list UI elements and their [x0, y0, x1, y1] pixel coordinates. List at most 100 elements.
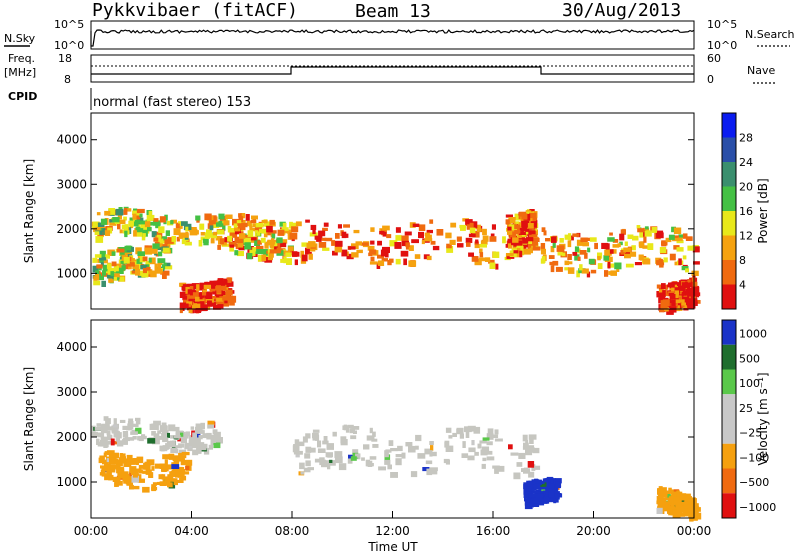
- scatter-cell: [196, 427, 202, 431]
- scatter-cell: [529, 247, 533, 254]
- scatter-cell: [305, 433, 311, 439]
- colorbar-tick-label: 8: [739, 254, 746, 267]
- scatter-cell: [238, 245, 245, 251]
- power-ylabel: Slant Range [km]: [22, 159, 36, 263]
- scatter-cell: [158, 226, 165, 234]
- scatter-cell: [184, 443, 189, 450]
- colorbar-segment: [722, 443, 736, 469]
- scatter-cell: [418, 231, 424, 239]
- scatter-cell: [164, 270, 170, 276]
- scatter-cell: [256, 245, 264, 252]
- scatter-cell: [637, 228, 645, 233]
- scatter-cell: [100, 424, 107, 431]
- scatter-cell: [281, 239, 288, 244]
- scatter-cell: [528, 498, 536, 504]
- scatter-cell: [378, 260, 385, 266]
- scatter-cell: [668, 234, 675, 240]
- scatter-cell: [505, 244, 510, 248]
- scatter-cell: [205, 282, 211, 288]
- scatter-cell: [267, 239, 276, 245]
- scatter-cell: [229, 246, 234, 252]
- scatter-cell: [488, 259, 495, 264]
- scatter-cell: [430, 451, 437, 457]
- scatter-cell: [234, 236, 242, 244]
- scatter-cell: [326, 443, 334, 450]
- scatter-cell: [167, 237, 174, 244]
- scatter-cell: [207, 424, 215, 429]
- scatter-cell: [110, 438, 115, 446]
- scatter-cell: [287, 230, 291, 234]
- scatter-cell: [574, 254, 580, 261]
- scatter-cell: [656, 507, 663, 514]
- scatter-cell: [113, 432, 119, 438]
- scatter-cell: [490, 434, 499, 438]
- scatter-cell: [670, 294, 676, 300]
- scatter-cell: [349, 428, 355, 434]
- scatter-cell: [340, 439, 348, 446]
- scatter-cell: [277, 229, 285, 236]
- scatter-cell: [394, 242, 402, 249]
- scatter-cell: [446, 246, 454, 253]
- scatter-cell: [114, 273, 120, 278]
- scatter-cell: [665, 495, 669, 500]
- colorbar-frame: [721, 319, 737, 519]
- colorbar-tick-label: 28: [739, 132, 753, 145]
- scatter-cell: [482, 457, 487, 462]
- scatter-cell: [518, 231, 526, 235]
- scatter-cell: [682, 233, 688, 239]
- scatter-cell: [199, 301, 205, 308]
- scatter-cell: [123, 216, 127, 221]
- scatter-cell: [151, 486, 158, 491]
- scatter-cell: [318, 230, 326, 237]
- scatter-cell: [130, 431, 138, 435]
- scatter-cell: [194, 426, 199, 433]
- scatter-cell: [632, 235, 639, 241]
- scatter-cell: [408, 260, 417, 267]
- scatter-cell: [467, 455, 475, 461]
- scatter-cell: [236, 220, 242, 224]
- scatter-cell: [555, 266, 563, 272]
- scatter-cell: [684, 282, 690, 287]
- scatter-cell: [489, 262, 496, 269]
- scatter-cell: [494, 429, 499, 435]
- scatter-cell: [194, 442, 198, 447]
- scatter-cell: [104, 451, 112, 455]
- scatter-cell: [180, 437, 187, 444]
- scatter-cell: [289, 232, 298, 240]
- scatter-cell: [255, 223, 264, 228]
- scatter-cell: [335, 240, 343, 247]
- scatter-cell: [482, 235, 489, 242]
- velocity-yticks: 1000 2000 3000 4000: [56, 340, 694, 489]
- scatter-cell: [577, 256, 581, 261]
- scatter-cell: [195, 308, 202, 313]
- ytick-label: 1000: [56, 266, 87, 280]
- scatter-cell: [568, 233, 572, 241]
- scatter-cell: [101, 280, 106, 287]
- scatter-cell: [208, 444, 213, 450]
- scatter-cell: [332, 250, 338, 256]
- scatter-cell: [237, 251, 244, 257]
- scatter-cell: [523, 468, 531, 474]
- scatter-cell: [206, 300, 212, 307]
- scatter-cell: [528, 471, 535, 478]
- scatter-cell: [686, 299, 691, 307]
- scatter-cell: [238, 224, 246, 229]
- scatter-cell: [132, 436, 137, 440]
- scatter-cell: [324, 237, 333, 242]
- scatter-cell: [348, 246, 356, 250]
- scatter-cell: [161, 474, 166, 480]
- scatter-cell: [557, 251, 563, 256]
- scatter-cell: [188, 308, 193, 314]
- scatter-cell: [665, 237, 672, 243]
- scatter-cell: [681, 296, 687, 301]
- colorbar-tick-label: 12: [739, 230, 753, 243]
- scatter-cell: [151, 231, 157, 238]
- scatter-cell: [121, 224, 126, 229]
- scatter-cell: [683, 501, 688, 509]
- scatter-cell: [141, 434, 146, 439]
- scatter-cell: [140, 224, 146, 229]
- scatter-cell: [685, 291, 693, 299]
- scatter-cell: [525, 439, 529, 445]
- scatter-cell: [688, 498, 694, 503]
- scatter-cell: [100, 465, 106, 469]
